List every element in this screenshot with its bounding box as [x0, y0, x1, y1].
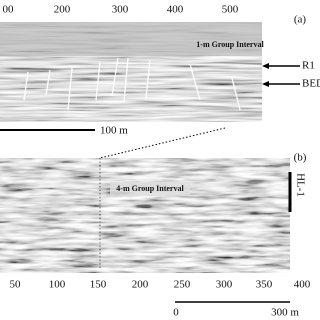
fault-lines [23, 57, 241, 111]
panel-a: 00 200 300 400 500 1-m Group Interval (a… [0, 4, 320, 137]
well-label: HL-1 [294, 173, 306, 197]
arrow-head [262, 81, 269, 87]
bottom-tick: 100 [49, 279, 66, 291]
scale-start: 0 [173, 307, 179, 319]
reflector-label: BED [302, 78, 320, 90]
top-tick: 200 [54, 4, 71, 16]
bottom-tick: 250 [174, 279, 191, 291]
bottom-tick: 400 [294, 279, 311, 291]
top-tick: 400 [167, 4, 184, 16]
bottom-tick: 50 [10, 279, 22, 291]
zoom-line [99, 127, 226, 159]
panel-tag: (b) [294, 152, 307, 164]
upper-band [0, 22, 262, 56]
caption: 1-m Group Interval [196, 40, 264, 49]
top-tick: 300 [112, 4, 129, 16]
top-tick: 00 [3, 4, 15, 16]
panel-tag: (a) [294, 14, 307, 26]
bottom-tick: 150 [90, 279, 107, 291]
top-tick: 500 [222, 4, 239, 16]
caption: 4-m Group Interval [116, 184, 184, 193]
bottom-tick: 200 [132, 279, 149, 291]
scale-label: 300 m [271, 307, 299, 319]
reflector-label: R1 [302, 60, 315, 72]
arrow-head [262, 63, 269, 69]
bottom-tick: 350 [256, 279, 273, 291]
panel-b: 4-m Group Interval (b) HL-1 50 100 150 2… [0, 152, 311, 319]
caption-box [110, 182, 190, 196]
seismic-section-b [0, 158, 290, 273]
bottom-tick: 300 [216, 279, 233, 291]
scale-label: 100 m [100, 125, 128, 137]
